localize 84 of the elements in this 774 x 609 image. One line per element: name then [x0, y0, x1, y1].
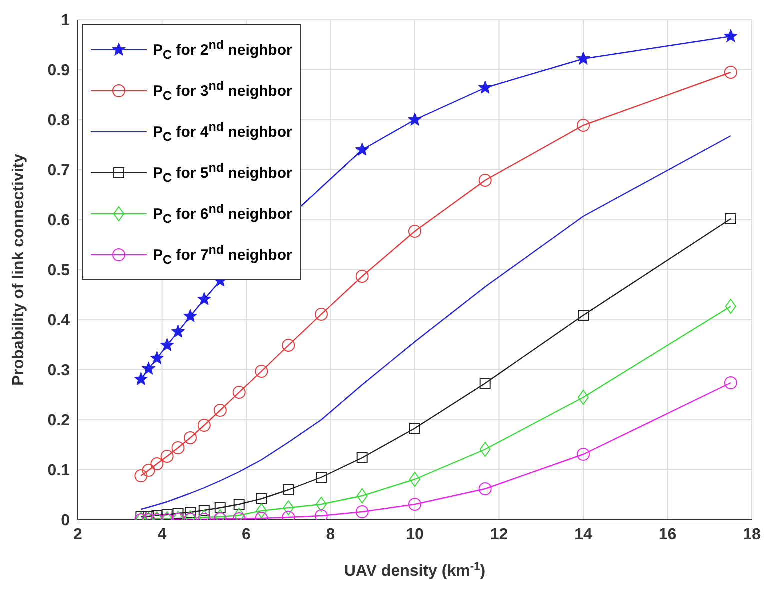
point	[150, 458, 164, 470]
y-tick-label: 0.8	[48, 112, 70, 130]
legend-label: P$_{C}$ for 5$^{nd}$ neighbor	[153, 160, 292, 184]
x-tick-label: 16	[658, 526, 677, 544]
y-tick-label: 0.2	[48, 412, 70, 430]
x-tick-label: 2	[74, 526, 83, 544]
point	[578, 310, 589, 321]
point	[214, 404, 227, 417]
point	[356, 506, 369, 518]
point	[316, 472, 327, 483]
y-tick-label: 0.4	[48, 312, 70, 330]
point	[410, 423, 420, 434]
point	[184, 432, 197, 444]
point	[725, 299, 736, 314]
point	[134, 372, 148, 386]
y-axis-title: Probability of link connectivity	[10, 154, 28, 386]
point	[577, 119, 590, 132]
point	[184, 309, 198, 322]
point	[478, 482, 492, 496]
point	[314, 308, 328, 321]
y-tick-label: 1	[61, 12, 70, 30]
x-tick-label: 8	[326, 526, 336, 544]
point	[197, 292, 212, 306]
point	[160, 338, 174, 352]
y-tick-label: 0.5	[48, 262, 70, 280]
point	[408, 498, 422, 511]
point	[478, 80, 492, 94]
point	[408, 225, 422, 238]
x-tick-label: 12	[490, 526, 508, 544]
x-tick-label: 10	[406, 526, 424, 544]
point	[724, 66, 738, 79]
point	[283, 484, 294, 496]
point	[478, 174, 492, 187]
x-tick-label: 6	[242, 526, 252, 544]
point	[283, 500, 294, 516]
y-tick-label: 0	[61, 512, 70, 530]
point	[171, 324, 186, 338]
point	[214, 502, 226, 514]
x-tick-label: 4	[158, 526, 167, 544]
point	[172, 508, 184, 519]
point	[256, 504, 268, 518]
point	[172, 442, 185, 454]
point	[142, 464, 156, 477]
point	[142, 362, 156, 375]
point	[198, 419, 211, 432]
y-tick-label: 0.3	[48, 362, 70, 380]
point	[234, 499, 245, 510]
point	[577, 448, 590, 461]
x-tick-label: 18	[743, 526, 761, 544]
legend-label: P$_{C}$ for 6$^{nd}$ neighbor	[153, 202, 292, 226]
point	[184, 507, 196, 518]
y-tick-label: 0.1	[48, 462, 70, 480]
x-axis-title: UAV density (km$^{-1}$)	[344, 561, 486, 580]
point	[198, 505, 210, 516]
point	[355, 142, 370, 156]
point	[134, 470, 148, 482]
point	[314, 510, 328, 520]
point	[150, 351, 164, 364]
legend-label: P$_{C}$ for 7$^{nd}$ neighbor	[153, 242, 292, 266]
y-tick-label: 0.6	[48, 212, 70, 230]
point	[578, 390, 589, 405]
legend-label: P$_{C}$ for 4$^{nd}$ neighbor	[153, 120, 292, 144]
point	[724, 376, 738, 390]
point	[356, 488, 368, 504]
point	[724, 29, 738, 42]
x-tick-label: 14	[574, 526, 592, 544]
point	[480, 442, 491, 457]
point	[480, 378, 491, 389]
point	[410, 472, 420, 487]
legend-label: P$_{C}$ for 3$^{nd}$ neighbor	[153, 78, 292, 102]
point	[408, 112, 422, 126]
point	[316, 497, 327, 512]
point	[282, 339, 296, 352]
y-tick-label: 0.7	[48, 162, 70, 180]
point	[356, 270, 369, 283]
point	[576, 52, 590, 65]
point	[725, 214, 736, 224]
point	[255, 365, 268, 378]
point	[232, 386, 246, 399]
point	[256, 494, 268, 504]
y-tick-label: 0.9	[48, 62, 70, 80]
point	[160, 450, 174, 463]
legend-label: P$_{C}$ for 2$^{nd}$ neighbor	[153, 38, 292, 62]
point	[356, 452, 368, 464]
